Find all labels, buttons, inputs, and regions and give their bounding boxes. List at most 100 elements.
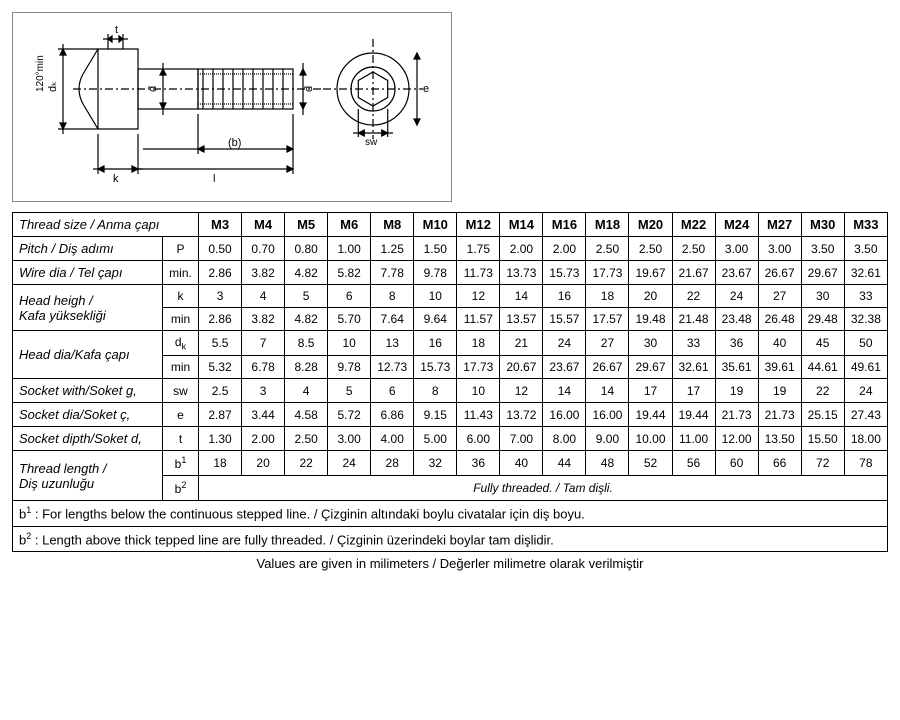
cell: 12 (457, 285, 500, 308)
cell: 49.61 (844, 356, 887, 379)
label-d1: d (147, 86, 159, 92)
cell: 32 (414, 451, 457, 476)
size-header-8: M16 (543, 213, 586, 237)
cell: 8 (371, 285, 414, 308)
cell: 16 (414, 331, 457, 356)
size-header-13: M27 (758, 213, 801, 237)
cell: 40 (758, 331, 801, 356)
header-label: Thread size / Anma çapı (13, 213, 199, 237)
row-sym: t (163, 427, 199, 451)
cell: 72 (801, 451, 844, 476)
cell: 3.00 (715, 237, 758, 261)
cell: 12 (500, 379, 543, 403)
row-sym: min (163, 356, 199, 379)
cell: 44.61 (801, 356, 844, 379)
cell: 33 (672, 331, 715, 356)
footnote-2: b2 : Length above thick tepped line are … (13, 526, 888, 551)
cell: 4.82 (285, 308, 328, 331)
cell: 29.48 (801, 308, 844, 331)
size-header-14: M30 (801, 213, 844, 237)
cell: 12.73 (371, 356, 414, 379)
cell: 1.25 (371, 237, 414, 261)
cell: 5.70 (328, 308, 371, 331)
cell: 3.50 (844, 237, 887, 261)
cell: 5 (328, 379, 371, 403)
row-sym: dk (163, 331, 199, 356)
cell: 1.00 (328, 237, 371, 261)
cell: 4.58 (285, 403, 328, 427)
cell: 11.57 (457, 308, 500, 331)
cell: 7.00 (500, 427, 543, 451)
cell: 24 (328, 451, 371, 476)
cell: 2.86 (199, 308, 242, 331)
cell: 27.43 (844, 403, 887, 427)
cell: 7.78 (371, 261, 414, 285)
cell: 15.73 (543, 261, 586, 285)
label-dk: dₖ (47, 81, 59, 92)
size-header-6: M12 (457, 213, 500, 237)
cell: 26.67 (758, 261, 801, 285)
cell: 8.5 (285, 331, 328, 356)
cell: 5.72 (328, 403, 371, 427)
label-k: k (113, 173, 119, 185)
cell: 30 (629, 331, 672, 356)
cell: 5.5 (199, 331, 242, 356)
cell: 7 (242, 331, 285, 356)
cell: 29.67 (801, 261, 844, 285)
cell: 24 (844, 379, 887, 403)
cell: 20 (629, 285, 672, 308)
cell: 19.44 (672, 403, 715, 427)
cell: 3.50 (801, 237, 844, 261)
cell: 16.00 (543, 403, 586, 427)
cell: 11.73 (457, 261, 500, 285)
cell: 21 (500, 331, 543, 356)
label-d2: d (303, 86, 315, 92)
size-header-9: M18 (586, 213, 629, 237)
cell: 23.48 (715, 308, 758, 331)
cell: 12.00 (715, 427, 758, 451)
cell: 28 (371, 451, 414, 476)
cell: 3.44 (242, 403, 285, 427)
row-label: Wire dia / Tel çapı (13, 261, 163, 285)
cell: 3 (242, 379, 285, 403)
cell: 33 (844, 285, 887, 308)
cell: 6.00 (457, 427, 500, 451)
cell: 17.73 (586, 261, 629, 285)
cell: 17 (672, 379, 715, 403)
cell: 22 (285, 451, 328, 476)
cell: 9.64 (414, 308, 457, 331)
size-header-1: M4 (242, 213, 285, 237)
cell: 17 (629, 379, 672, 403)
cell: 13.73 (500, 261, 543, 285)
cell: 10.00 (629, 427, 672, 451)
cell: 56 (672, 451, 715, 476)
row-label: Socket with/Soket g, (13, 379, 163, 403)
cell: 40 (500, 451, 543, 476)
label-t: t (115, 24, 118, 36)
cell: 6 (328, 285, 371, 308)
cell: 2.50 (285, 427, 328, 451)
size-header-15: M33 (844, 213, 887, 237)
cell: 10 (414, 285, 457, 308)
cell: 2.50 (586, 237, 629, 261)
cell: 60 (715, 451, 758, 476)
cell: 4.82 (285, 261, 328, 285)
fully-threaded: Fully threaded. / Tam dişli. (199, 476, 888, 501)
cell: 66 (758, 451, 801, 476)
bolt-diagram: t 120°min dₖ d d (b) l k sw e (12, 12, 452, 202)
cell: 23.67 (543, 356, 586, 379)
label-angle: 120°min (35, 55, 46, 92)
cell: 2.87 (199, 403, 242, 427)
cell: 9.78 (414, 261, 457, 285)
cell: 8.28 (285, 356, 328, 379)
cell: 13.50 (758, 427, 801, 451)
cell: 39.61 (758, 356, 801, 379)
cell: 3.00 (758, 237, 801, 261)
cell: 7.64 (371, 308, 414, 331)
cell: 0.50 (199, 237, 242, 261)
cell: 21.48 (672, 308, 715, 331)
cell: 18.00 (844, 427, 887, 451)
row-sym: min. (163, 261, 199, 285)
cell: 36 (457, 451, 500, 476)
cell: 24 (715, 285, 758, 308)
